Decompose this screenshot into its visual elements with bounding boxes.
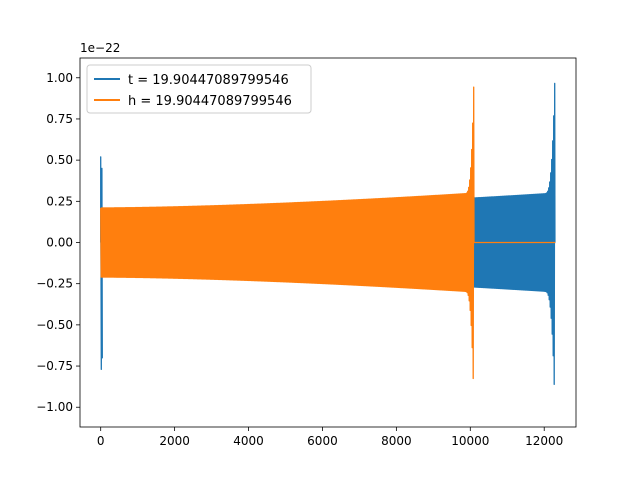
x-axis: 0 2000 4000 6000 8000 10000 12000 xyxy=(97,427,563,448)
y-tick-label: 1.00 xyxy=(46,71,73,85)
y-tick-label: −0.50 xyxy=(36,318,73,332)
y-offset-label: 1e−22 xyxy=(80,41,120,55)
x-tick-label: 4000 xyxy=(233,434,264,448)
y-tick-label: 0.50 xyxy=(46,153,73,167)
y-tick-label: 0.00 xyxy=(46,236,73,250)
legend: t = 19.90447089799546 h = 19.90447089799… xyxy=(86,64,312,114)
plot-area xyxy=(100,82,556,386)
y-axis: −1.00 −0.75 −0.50 −0.25 0.00 0.25 0.50 0.75 1.00 xyxy=(36,71,80,414)
x-tick-label: 2000 xyxy=(159,434,190,448)
legend-label-t: t = 19.90447089799546 xyxy=(128,73,289,88)
y-tick-label: −1.00 xyxy=(36,400,73,414)
series-line-h xyxy=(100,86,556,380)
x-tick-label: 6000 xyxy=(307,434,338,448)
y-tick-label: −0.25 xyxy=(36,277,73,291)
y-tick-label: −0.75 xyxy=(36,359,73,373)
x-tick-label: 0 xyxy=(97,434,105,448)
x-tick-label: 8000 xyxy=(381,434,412,448)
y-tick-label: 0.25 xyxy=(46,194,73,208)
y-tick-label: 0.75 xyxy=(46,112,73,126)
x-tick-label: 10000 xyxy=(451,434,489,448)
legend-label-h: h = 19.90447089799546 xyxy=(128,94,292,109)
legend-box xyxy=(86,64,312,114)
x-tick-label: 12000 xyxy=(525,434,563,448)
